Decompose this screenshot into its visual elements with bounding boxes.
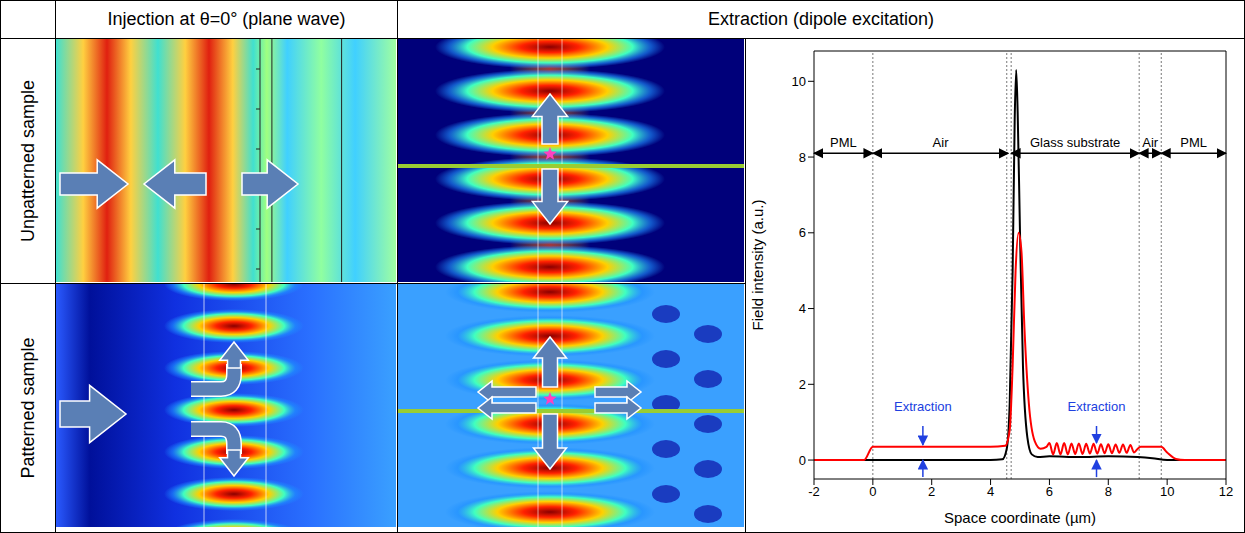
svg-text:6: 6 [799,225,806,240]
svg-text:Patterned sample: Patterned sample [18,337,38,478]
svg-text:-2: -2 [808,484,820,499]
svg-text:PML: PML [830,135,857,150]
svg-text:Unpatterned sample: Unpatterned sample [18,80,38,242]
svg-text:10: 10 [792,74,806,89]
svg-text:10: 10 [1160,484,1174,499]
html-text:Injection at θ=0° (plane wave): Injection at θ=0° (plane wave) [107,9,346,29]
svg-text:4: 4 [799,301,806,316]
svg-text:8: 8 [1105,484,1112,499]
svg-text:Air: Air [933,135,950,150]
svg-text:Space coordinate (µm): Space coordinate (µm) [944,509,1096,526]
svg-text:PML: PML [1180,135,1207,150]
svg-text:6: 6 [1046,484,1053,499]
svg-text:12: 12 [1219,484,1233,499]
svg-text:Extraction: Extraction [1068,399,1126,414]
svg-text:2: 2 [928,484,935,499]
svg-text:8: 8 [799,150,806,165]
svg-text:Extraction: Extraction [894,399,952,414]
svg-text:2: 2 [799,377,806,392]
svg-text:0: 0 [869,484,876,499]
svg-text:4: 4 [987,484,994,499]
svg-text:Air: Air [1142,135,1159,150]
svg-text:Glass substrate: Glass substrate [1030,135,1120,150]
html-text:Extraction (dipole excitation): Extraction (dipole excitation) [707,9,934,29]
svg-text:Field intensity (a.u.): Field intensity (a.u.) [749,200,766,331]
svg-text:0: 0 [799,453,806,468]
